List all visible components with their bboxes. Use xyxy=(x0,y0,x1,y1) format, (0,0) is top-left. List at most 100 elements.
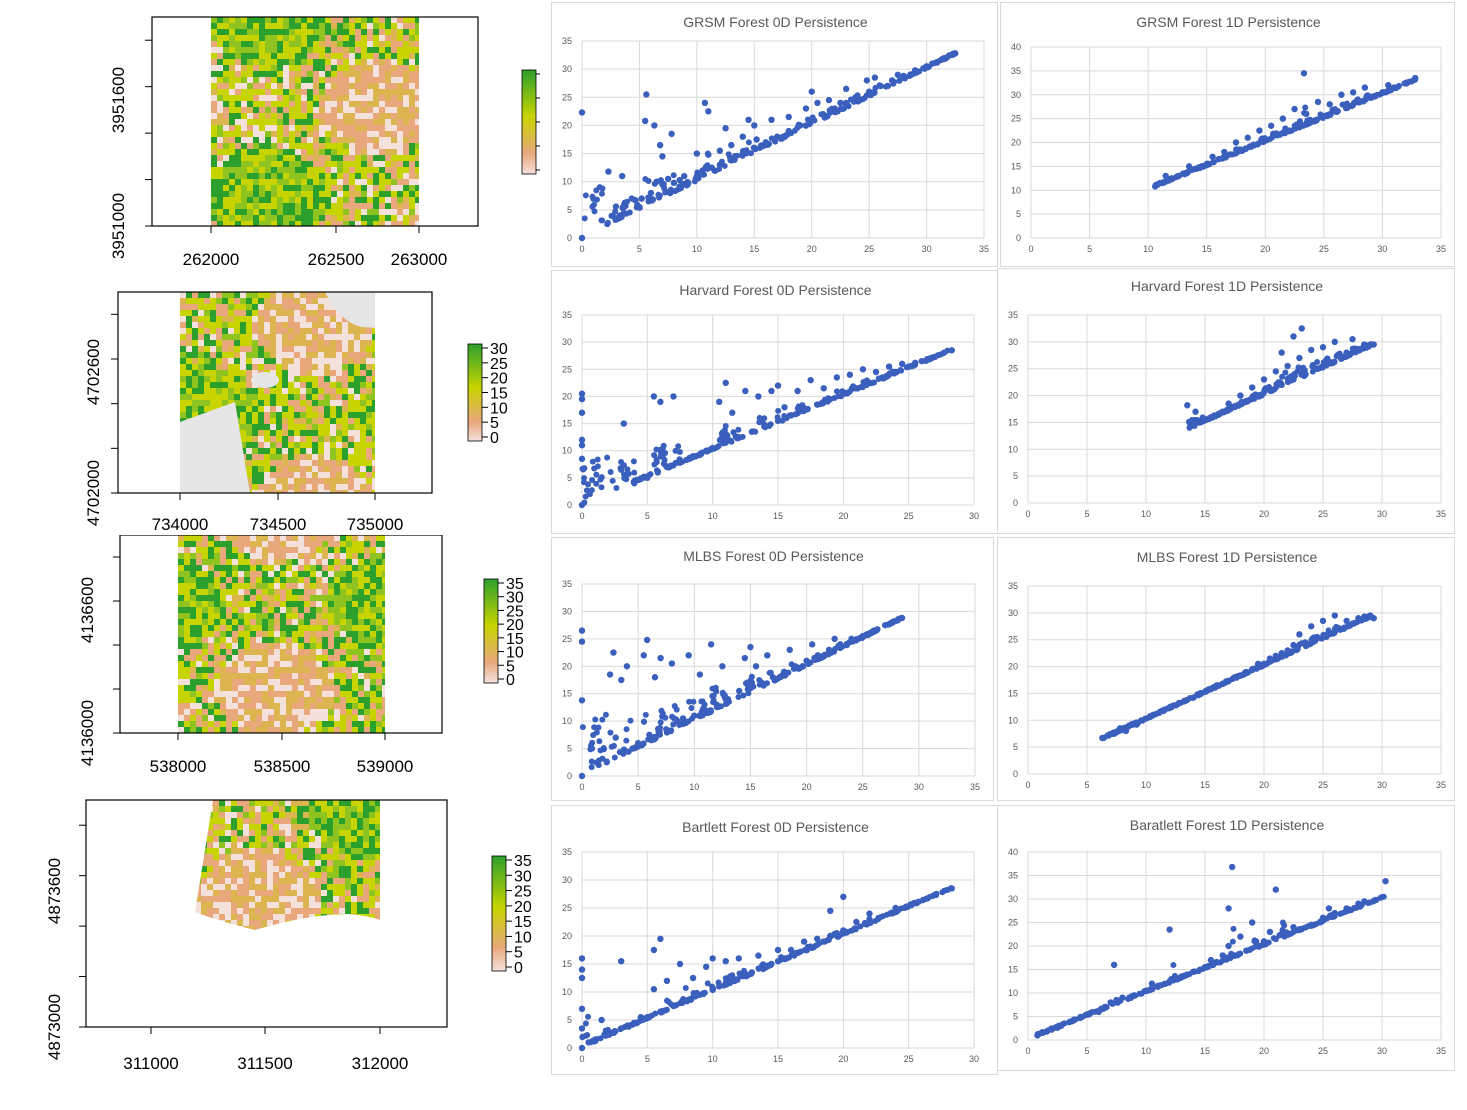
raster-cell xyxy=(265,65,271,71)
raster-cell xyxy=(277,83,283,89)
raster-cell xyxy=(283,77,289,83)
y-tick-label: 5 xyxy=(1016,209,1021,219)
raster-cell xyxy=(304,673,310,679)
raster-cell xyxy=(319,185,325,191)
raster-cell xyxy=(315,866,321,872)
raster-cell xyxy=(403,35,409,41)
raster-cell xyxy=(288,358,294,364)
raster-cell xyxy=(346,541,352,547)
raster-cell xyxy=(211,23,217,29)
raster-cell xyxy=(334,583,340,589)
raster-cell xyxy=(244,613,250,619)
data-point xyxy=(664,175,672,183)
raster-cell xyxy=(250,613,256,619)
raster-cell xyxy=(219,890,225,896)
raster-cell xyxy=(318,340,324,346)
raster-cell xyxy=(337,185,343,191)
raster-cell xyxy=(322,553,328,559)
data-point xyxy=(681,172,688,180)
raster-cell xyxy=(252,490,258,493)
raster-cell xyxy=(280,589,286,595)
raster-cell xyxy=(220,625,226,631)
raster-cell xyxy=(273,836,279,842)
raster-cell xyxy=(316,667,322,673)
raster-cell xyxy=(346,613,352,619)
raster-cell xyxy=(216,394,222,400)
raster-cell xyxy=(319,161,325,167)
raster-cell xyxy=(339,830,345,836)
raster-cell xyxy=(357,884,363,890)
raster-cell xyxy=(319,35,325,41)
raster-cell xyxy=(201,878,207,884)
raster-cell xyxy=(234,376,240,382)
raster-cell xyxy=(277,149,283,155)
raster-cell xyxy=(357,800,363,806)
raster-cell xyxy=(313,173,319,179)
raster-cell xyxy=(265,101,271,107)
raster-cell xyxy=(264,448,270,454)
raster-cell xyxy=(268,559,274,565)
raster-cell xyxy=(229,143,235,149)
raster-cell xyxy=(324,406,330,412)
raster-cell xyxy=(339,920,345,926)
raster-cell xyxy=(178,721,184,727)
raster-cell xyxy=(225,800,231,806)
raster-cell xyxy=(322,703,328,709)
raster-cell xyxy=(196,709,202,715)
raster-cell xyxy=(229,47,235,53)
raster-cell xyxy=(292,661,298,667)
raster-cell xyxy=(282,322,288,328)
raster-cell xyxy=(348,448,354,454)
data-point xyxy=(1256,127,1263,134)
raster-cell xyxy=(324,376,330,382)
map-panel-mlbs: 538000 538500 539000 4136000 4136600 35 30 25 20… xyxy=(0,535,540,790)
raster-cell xyxy=(226,691,232,697)
raster-cell xyxy=(243,800,249,806)
raster-cell xyxy=(228,298,234,304)
raster-cell xyxy=(202,577,208,583)
raster-cell xyxy=(250,559,256,565)
raster-cell xyxy=(325,23,331,29)
raster-cell xyxy=(319,179,325,185)
raster-cell xyxy=(258,490,264,493)
raster-cell xyxy=(295,161,301,167)
raster-cell xyxy=(415,95,419,101)
raster-cell xyxy=(258,358,264,364)
raster-cell xyxy=(202,631,208,637)
raster-cell xyxy=(270,340,276,346)
raster-cell xyxy=(375,890,380,896)
raster-cell xyxy=(331,53,337,59)
raster-cell xyxy=(360,394,366,400)
raster-cell xyxy=(364,721,370,727)
raster-cell xyxy=(220,571,226,577)
raster-cell xyxy=(343,77,349,83)
data-point xyxy=(591,208,598,215)
raster-cell xyxy=(357,890,363,896)
raster-cell xyxy=(358,589,364,595)
raster-cell xyxy=(334,643,340,649)
raster-cell xyxy=(265,119,271,125)
raster-cell xyxy=(312,334,318,340)
raster-cell xyxy=(385,101,391,107)
raster-cell xyxy=(367,89,373,95)
raster-cell xyxy=(195,854,201,860)
raster-cell xyxy=(319,95,325,101)
raster-cell xyxy=(343,101,349,107)
raster-cell xyxy=(286,625,292,631)
raster-cell xyxy=(295,77,301,83)
raster-cell xyxy=(370,697,376,703)
raster-cell xyxy=(306,478,312,484)
data-point xyxy=(659,181,666,188)
raster-cell xyxy=(306,340,312,346)
raster-cell xyxy=(301,113,307,119)
data-point xyxy=(825,96,833,104)
raster-cell xyxy=(264,304,270,310)
raster-cell xyxy=(285,896,291,902)
raster-cell xyxy=(289,89,295,95)
raster-cell xyxy=(352,541,358,547)
raster-cell xyxy=(355,185,361,191)
raster-cell xyxy=(369,842,375,848)
raster-cell xyxy=(360,346,366,352)
raster-cell xyxy=(186,322,192,328)
raster-cell xyxy=(349,221,355,226)
